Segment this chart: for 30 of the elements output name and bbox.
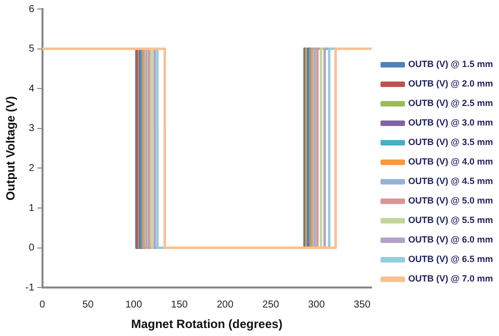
legend-label: OUTB (V) @ 2.0 mm — [408, 78, 494, 89]
y-tick-label: 1 — [28, 202, 35, 214]
x-tick-label: 250 — [262, 299, 280, 310]
y-tick-label: -1 — [25, 282, 35, 294]
y-tick-label: 5 — [28, 44, 35, 55]
legend-label: OUTB (V) @ 7.0 mm — [408, 274, 494, 284]
legend-label: OUTB (V) @ 5.0 mm — [408, 196, 494, 206]
legend-label: OUTB (V) @ 3.5 mm — [408, 137, 494, 148]
x-tick-label: 300 — [308, 299, 326, 310]
x-tick-label: 350 — [354, 299, 371, 310]
y-tick-label: 0 — [28, 242, 35, 254]
legend-label: OUTB (V) @ 5.5 mm — [408, 215, 494, 226]
legend-label: OUTB (V) @ 4.0 mm — [408, 156, 494, 167]
y-axis-title: Output Voltage (V) — [4, 96, 18, 201]
y-tick-label: 6 — [28, 4, 35, 15]
y-tick-label: 4 — [28, 83, 35, 94]
x-axis-title: Magnet Rotation (degrees) — [131, 317, 282, 332]
y-tick-label: 2 — [28, 162, 35, 174]
y-tick-label: 3 — [28, 123, 35, 134]
x-tick-label: 150 — [171, 299, 188, 310]
x-tick-label: 0 — [40, 299, 46, 310]
legend-label: OUTB (V) @ 4.5 mm — [408, 176, 494, 186]
legend-label: OUTB (V) @ 6.5 mm — [408, 254, 494, 264]
x-tick-label: 200 — [216, 299, 234, 310]
legend-label: OUTB (V) @ 6.0 mm — [408, 234, 494, 245]
x-tick-label: 100 — [125, 299, 142, 310]
x-tick-label: 50 — [82, 299, 94, 310]
legend-label: OUTB (V) @ 3.0 mm — [408, 118, 494, 128]
legend-label: OUTB (V) @ 2.5 mm — [408, 98, 494, 108]
legend-label: OUTB (V) @ 1.5 mm — [408, 59, 494, 70]
